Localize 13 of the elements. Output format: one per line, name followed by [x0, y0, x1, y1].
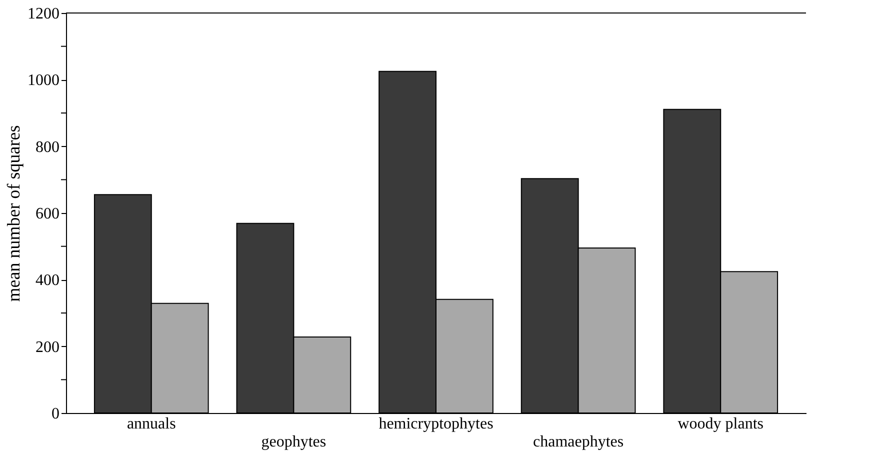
y-tick-label: 600: [36, 206, 60, 222]
x-tick-label: hemicryptophytes: [378, 416, 494, 432]
x-tick-label: annuals: [126, 416, 176, 432]
y-axis-title: mean number of squares: [4, 125, 24, 302]
y-tick-label: 0: [52, 406, 60, 422]
x-tick-label: geophytes: [261, 434, 326, 450]
y-tick-label: 400: [36, 272, 60, 290]
y-tick-label: 1200: [28, 6, 60, 22]
y-tick-label: 200: [36, 338, 60, 356]
y-tick-label: 800: [36, 138, 60, 156]
x-tick-label: woody plants: [678, 416, 764, 432]
x-tick-label: chamaephytes: [532, 434, 624, 450]
y-tick-label: 1000: [28, 72, 60, 90]
